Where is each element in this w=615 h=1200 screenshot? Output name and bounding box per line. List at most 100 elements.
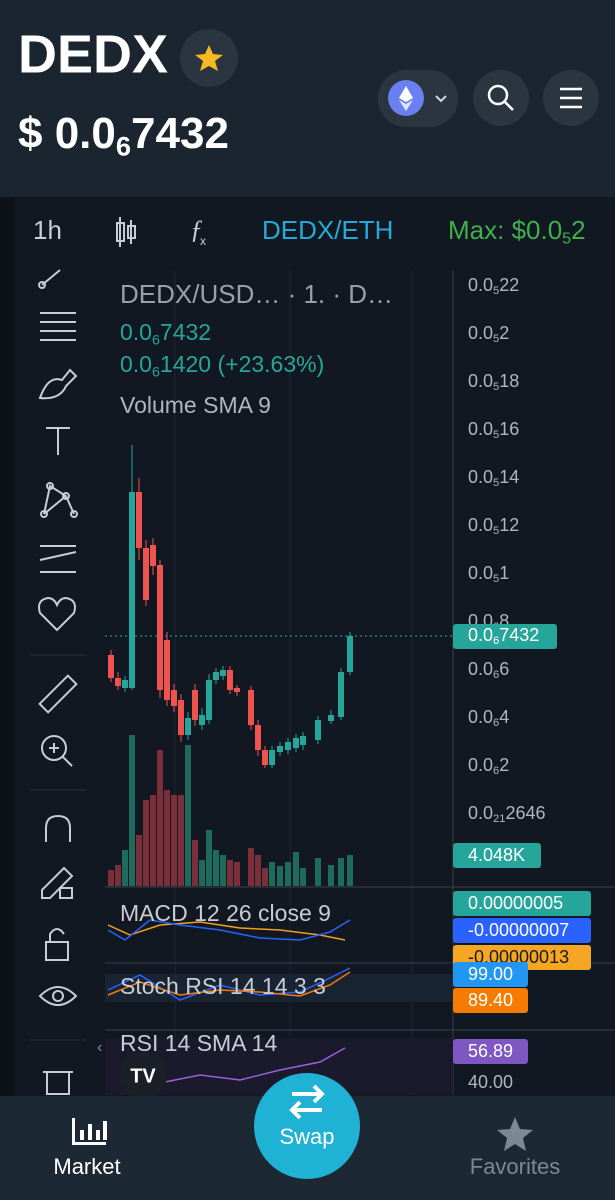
stoch-badge <box>453 988 528 1013</box>
volume-bar <box>262 868 268 886</box>
price-axis-label-sub: 5 <box>493 477 499 489</box>
candle <box>136 492 142 548</box>
menu-icon <box>560 87 582 109</box>
candle <box>227 670 233 690</box>
price-axis-label-part: 16 <box>499 419 519 439</box>
price-axis-label: 0.066 <box>468 659 509 681</box>
favorites-icon <box>497 1117 533 1151</box>
price-axis-label-part: 2 <box>499 323 509 343</box>
price-axis-label-sub: 5 <box>493 525 499 537</box>
legend-change: 0.061420 (+23.63%) <box>120 351 324 380</box>
volume-bar <box>115 865 121 886</box>
volume-bar <box>122 850 128 886</box>
price-axis-label-sub: 6 <box>493 669 499 681</box>
candle <box>269 750 275 765</box>
candle <box>300 736 306 745</box>
candle <box>338 672 344 717</box>
market-icon <box>72 1118 107 1145</box>
price-axis-label-sub: 5 <box>493 381 499 393</box>
price-axis-label-part: 0.0 <box>468 275 493 295</box>
nav-swap: Swap <box>279 1124 334 1149</box>
volume-bar <box>255 855 261 886</box>
symbol: DEDX <box>18 24 168 84</box>
price-axis-label-sub: 21 <box>493 813 505 825</box>
rsi-badge <box>453 1039 528 1064</box>
volume-bar <box>143 800 149 886</box>
volume-value: 4.048K <box>468 845 525 865</box>
stoch-d <box>107 971 351 997</box>
candle <box>164 640 170 700</box>
nav-favorites[interactable]: Favorites <box>470 1154 560 1179</box>
volume-bar <box>136 835 142 886</box>
pair: DEDX/ETH <box>262 215 393 245</box>
candle <box>234 688 240 692</box>
max-price-part: 2 <box>571 215 585 245</box>
volume-bar <box>328 865 334 886</box>
interval[interactable]: 1h <box>33 215 62 245</box>
candle <box>178 700 184 735</box>
volume-bar <box>277 866 283 886</box>
macd-badge <box>453 918 591 943</box>
legend-title: DEDX/USD… · 1. · D… <box>120 279 393 309</box>
volume-bar <box>248 848 254 886</box>
price-axis-label-part: 2 <box>499 755 509 775</box>
legend-price: 0.067432 <box>120 319 211 348</box>
price-axis-label-sub: 6 <box>493 765 499 777</box>
search-button[interactable] <box>473 70 529 126</box>
rsi-line <box>149 1047 346 1086</box>
stoch-band <box>105 974 453 1002</box>
candle <box>315 720 321 740</box>
drawing-tools[interactable] <box>38 269 78 1095</box>
legend-change-part: 0.0 <box>120 351 152 377</box>
price-axis-label-part: 0.0 <box>468 371 493 391</box>
volume-bar <box>164 790 170 886</box>
volume-bar <box>234 862 240 886</box>
volume-label: Volume SMA 9 <box>120 392 271 418</box>
price-axis-label: 0.0522 <box>468 275 519 297</box>
candle <box>143 548 149 600</box>
eth-glyph <box>399 100 413 111</box>
candle <box>293 738 299 748</box>
price-axis-label-part: 0.0 <box>468 467 493 487</box>
stoch-value: 99.00 <box>468 964 513 984</box>
tradingview-glyph: TV <box>130 1065 156 1087</box>
price-axis-label: 0.062 <box>468 755 509 777</box>
volume-bar <box>199 860 205 886</box>
price-axis-label-sub: 5 <box>493 429 499 441</box>
macd-value: -0.00000007 <box>468 920 569 940</box>
fx-icon[interactable]: ƒ <box>190 215 203 244</box>
price-axis-label: 0.0518 <box>468 371 519 393</box>
volume-bar <box>285 862 291 886</box>
volume-bar <box>150 795 156 886</box>
price-axis-label-part: 12 <box>499 515 519 535</box>
stoch-badge <box>453 962 528 987</box>
volume-bar <box>300 868 306 886</box>
volume-bar <box>178 795 184 886</box>
edge <box>0 197 15 1097</box>
candle <box>262 750 268 765</box>
volume-bar <box>269 862 275 886</box>
price-axis-label-sub: 5 <box>493 285 499 297</box>
price-part: 7432 <box>131 109 229 158</box>
volume-bar <box>293 852 299 886</box>
price-axis-label: 0.0512 <box>468 515 519 537</box>
price-axis-label-sub: 6 <box>493 717 499 729</box>
candle <box>192 690 198 720</box>
swap-button[interactable] <box>254 1073 360 1179</box>
collapse-arrow[interactable]: ‹ <box>97 1039 102 1056</box>
fx-icon: x <box>200 234 206 248</box>
price-axis-label: 0.064 <box>468 707 509 729</box>
tradingview-logo[interactable] <box>119 1051 167 1099</box>
price-axis-label-part: 2646 <box>505 803 545 823</box>
price-axis-label-part: 14 <box>499 467 519 487</box>
legend-change-sub: 6 <box>152 364 160 380</box>
nav-market[interactable]: Market <box>53 1154 120 1179</box>
volume-bar <box>157 750 163 886</box>
macd-value: -0.00000013 <box>468 947 569 967</box>
max-price-part: Max: $0.0 <box>448 215 562 245</box>
legend-price-part: 7432 <box>160 319 211 345</box>
current-price-badge <box>453 624 557 649</box>
candle-icon <box>116 217 136 247</box>
